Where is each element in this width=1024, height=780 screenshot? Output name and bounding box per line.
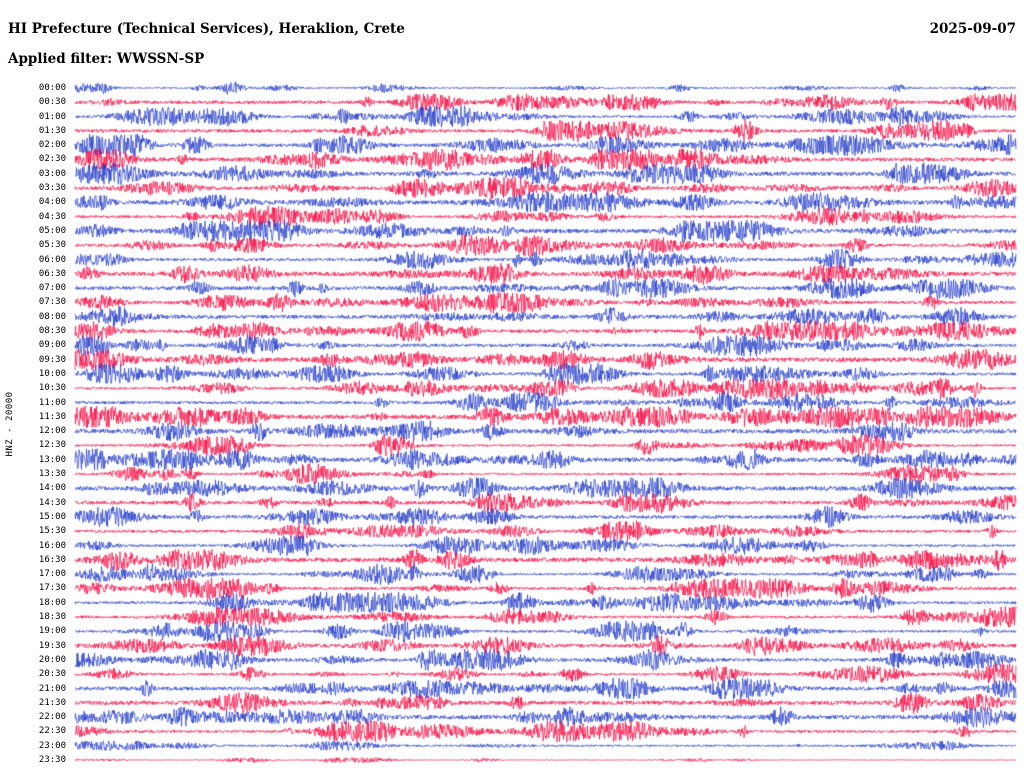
helicorder-page: HI Prefecture (Technical Services), Hera…: [0, 0, 1024, 780]
seismogram-traces-canvas: [0, 0, 1024, 780]
